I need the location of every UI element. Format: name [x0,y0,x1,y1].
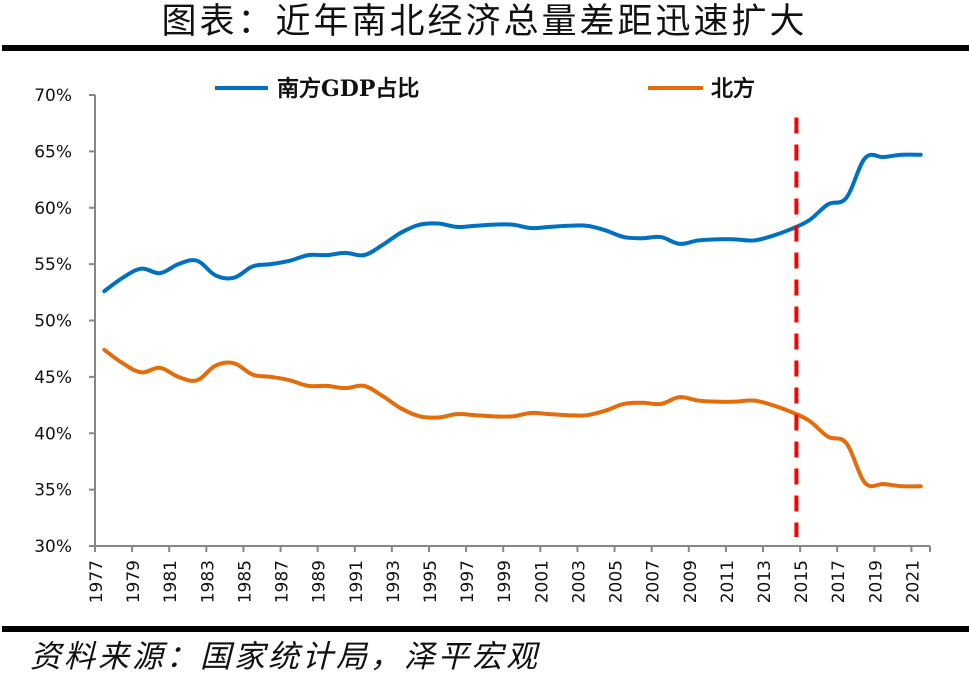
x-tick-label: 2005 [607,560,627,603]
x-tick-label: 2015 [792,560,812,603]
top-divider [2,45,969,51]
legend-label-north: 北方 [711,76,755,102]
x-tick-label: 2017 [829,560,849,603]
x-tick-label: 1989 [310,560,330,603]
y-tick-label: 40% [34,424,72,444]
x-tick-label: 1977 [87,560,107,603]
x-tick-label: 1987 [273,560,293,603]
y-tick-label: 65% [34,142,72,162]
x-tick-label: 2013 [755,560,775,603]
x-tick-label: 2019 [866,560,886,603]
y-tick-label: 45% [34,368,72,388]
y-tick-label: 30% [34,537,72,557]
y-tick-label: 35% [34,481,72,501]
series-layer [102,152,923,489]
y-tick-label: 50% [34,312,72,332]
x-tick-label: 2011 [718,560,738,603]
y-tick-label: 55% [34,255,72,275]
x-tick-label: 1993 [384,560,404,603]
series-line-south [102,152,923,294]
x-tick-label: 1997 [458,560,478,603]
x-tick-label: 2001 [532,560,552,603]
x-tick-label: 1981 [161,560,181,603]
series-line-north [102,347,923,489]
bottom-divider [2,626,969,632]
x-tick-label: 1985 [235,560,255,603]
x-tick-label: 2003 [569,560,589,603]
x-tick-label: 1979 [124,560,144,603]
source-note: 资料来源：国家统计局，泽平宏观 [30,639,540,675]
x-tick-label: 2009 [681,560,701,603]
y-tick-label: 60% [34,199,72,219]
y-tick-label: 70% [34,86,72,106]
legend: 南方GDP占比 北方 [215,76,755,102]
legend-label-south: 南方GDP占比 [277,76,419,102]
x-tick-label: 1999 [495,560,515,603]
line-chart: 70% 65% 60% 55% 50% 45% 40% 35% 30% 1977 1979 1981… [34,76,931,603]
chart-title: 图表：近年南北经济总量差距迅速扩大 [161,2,808,42]
x-tick-label: 2021 [903,560,923,603]
x-tick-label: 1995 [421,560,441,603]
x-axis: 1977 1979 1981 1983 1985 1987 1989 1991 1993 1995… [87,545,931,603]
x-tick-label: 1991 [347,560,367,603]
y-axis: 70% 65% 60% 55% 50% 45% 40% 35% 30% [34,86,96,557]
x-tick-label: 2007 [644,560,664,603]
x-tick-label: 1983 [198,560,218,603]
